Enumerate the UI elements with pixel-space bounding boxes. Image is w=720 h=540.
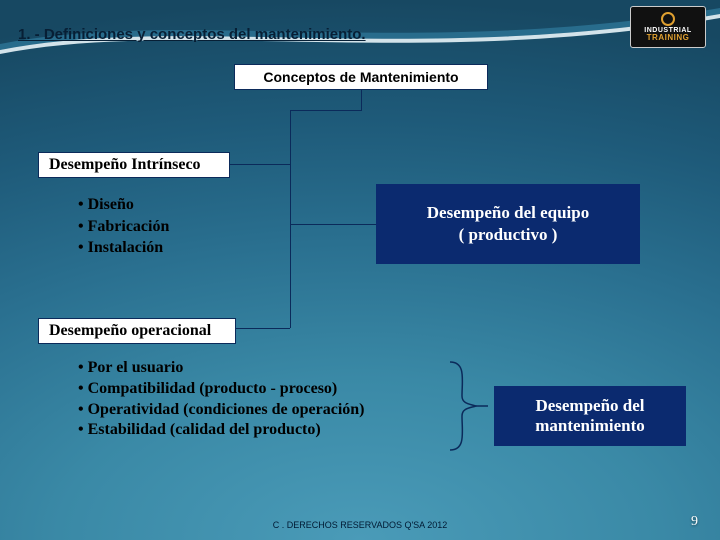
connector-line — [290, 224, 376, 225]
maintenance-line2: mantenimiento — [535, 416, 645, 436]
connector-line — [290, 110, 362, 111]
operational-box: Desempeño operacional — [38, 318, 236, 344]
equipment-line1: Desempeño del equipo — [427, 202, 589, 224]
curly-brace-icon — [446, 360, 490, 452]
concepts-title-box: Conceptos de Mantenimiento — [234, 64, 488, 90]
intrinsic-box: Desempeño Intrínseco — [38, 152, 230, 178]
concepts-title-text: Conceptos de Mantenimiento — [263, 69, 458, 85]
section-heading: 1. - Definiciones y conceptos del manten… — [18, 26, 366, 43]
equipment-performance-box: Desempeño del equipo ( productivo ) — [376, 184, 640, 264]
gear-icon — [661, 12, 675, 26]
bullet-item: Por el usuario — [78, 358, 365, 379]
bullet-item: Estabilidad (calidad del producto) — [78, 420, 365, 441]
intrinsic-bullets: Diseño Fabricación Instalación — [78, 194, 169, 259]
bullet-item: Diseño — [78, 194, 169, 216]
intrinsic-label: Desempeño Intrínseco — [49, 156, 201, 174]
connector-line — [361, 90, 362, 110]
page-number: 9 — [691, 514, 698, 530]
bullet-item: Operatividad (condiciones de operación) — [78, 400, 365, 421]
connector-line — [290, 110, 291, 328]
bullet-item: Fabricación — [78, 216, 169, 238]
maintenance-performance-box: Desempeño del mantenimiento — [494, 386, 686, 446]
brand-logo: INDUSTRIAL TRAINING — [630, 6, 706, 48]
bullet-item: Compatibilidad (producto - proceso) — [78, 379, 365, 400]
equipment-line2: ( productivo ) — [459, 224, 558, 246]
operational-label: Desempeño operacional — [49, 322, 211, 340]
connector-line — [230, 164, 290, 165]
connector-line — [236, 328, 290, 329]
bullet-item: Instalación — [78, 237, 169, 259]
logo-line2: TRAINING — [647, 34, 690, 42]
maintenance-line1: Desempeño del — [535, 396, 644, 416]
operational-bullets: Por el usuario Compatibilidad (producto … — [78, 358, 365, 441]
copyright-footer: C . DERECHOS RESERVADOS Q'SA 2012 — [0, 520, 720, 530]
